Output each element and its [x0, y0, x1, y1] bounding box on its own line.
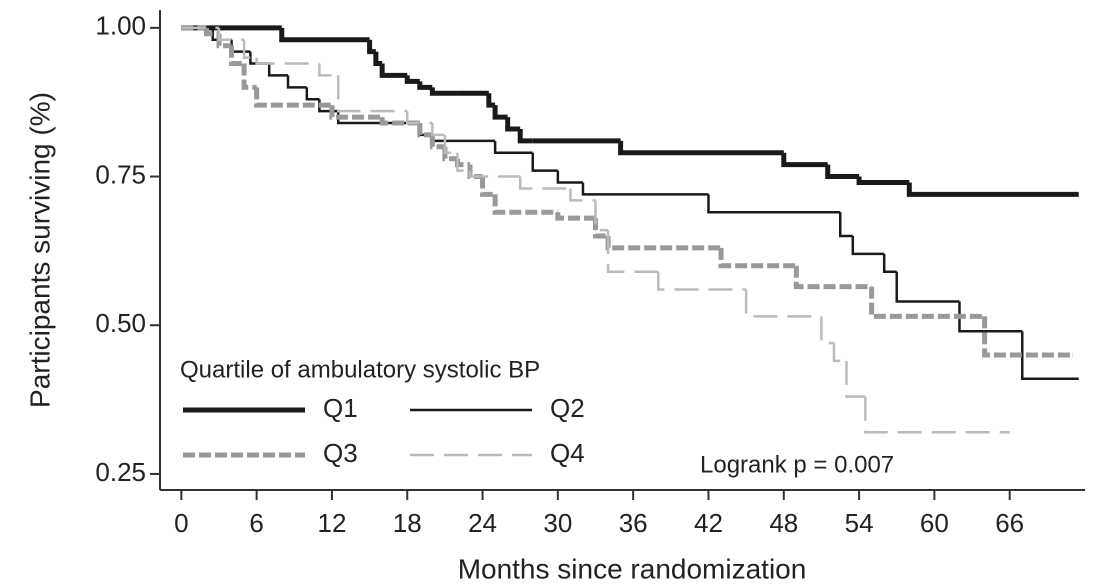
survival-step: [255, 57, 320, 65]
survival-step: [851, 236, 885, 256]
survival-step: [657, 271, 747, 291]
survival-step: [249, 51, 270, 65]
survival-step: [305, 87, 320, 101]
survival-step: [242, 39, 257, 59]
survival-step: [468, 170, 521, 178]
survival-step: [229, 45, 245, 67]
annotation: Logrank p = 0.007: [700, 451, 894, 478]
survival-step: [217, 27, 245, 41]
legend-title: Quartile of ambulatory systolic BP: [180, 356, 540, 383]
survival-step: [318, 63, 339, 77]
survival-step: [895, 271, 960, 303]
x-tick-label: 6: [249, 508, 263, 538]
survival-step: [618, 140, 784, 156]
survival-step: [707, 194, 841, 214]
survival-step: [832, 343, 847, 363]
survival-step: [492, 194, 558, 215]
survival-step: [431, 123, 445, 137]
survival-step: [241, 63, 257, 90]
legend-label: Q1: [323, 393, 358, 423]
survival-step: [429, 87, 458, 96]
survival-step: [718, 247, 797, 269]
survival-step: [329, 105, 383, 120]
survival-step: [254, 87, 332, 108]
legend-label: Q4: [550, 438, 585, 468]
x-tick-label: 24: [468, 508, 497, 538]
legend-label: Q3: [323, 438, 358, 468]
survival-step: [581, 182, 709, 196]
survival-step: [417, 123, 433, 138]
survival-step: [336, 75, 408, 113]
survival-step: [367, 39, 376, 55]
survival-step: [593, 218, 609, 239]
x-tick-label: 48: [769, 508, 798, 538]
survival-step: [569, 188, 596, 202]
survival-step: [505, 117, 521, 132]
y-tick-label: 0.25: [95, 457, 146, 487]
x-tick-label: 12: [317, 508, 346, 538]
survival-step: [820, 316, 834, 345]
survival-step: [793, 265, 872, 290]
x-tick-label: 0: [174, 508, 188, 538]
survival-step: [906, 182, 1079, 197]
survival-step: [456, 152, 471, 172]
survival-step: [1020, 331, 1079, 381]
survival-step: [517, 128, 533, 144]
survival-step: [606, 230, 659, 273]
survival-step: [492, 105, 508, 120]
survival-step: [605, 236, 722, 251]
survival-step: [379, 117, 420, 126]
x-tick-label: 18: [393, 508, 422, 538]
x-tick-label: 54: [845, 508, 874, 538]
legend-label: Q2: [550, 393, 585, 423]
x-tick-label: 30: [543, 508, 572, 538]
survival-step: [454, 158, 471, 168]
survival-step: [864, 396, 1010, 434]
survival-step: [869, 286, 985, 319]
survival-step: [555, 212, 596, 221]
survival-step: [493, 140, 533, 155]
survival-step: [531, 152, 558, 172]
survival-step: [839, 212, 853, 238]
survival-step: [744, 289, 822, 318]
survival-step: [467, 164, 483, 180]
survival-step: [958, 301, 1023, 333]
x-tick-label: 42: [694, 508, 723, 538]
survival-step: [267, 63, 289, 77]
survival-step: [406, 111, 433, 125]
survival-step: [518, 176, 571, 190]
x-tick-label: 36: [619, 508, 648, 538]
survival-step: [982, 316, 1073, 358]
x-tick-label: 66: [995, 508, 1024, 538]
y-tick-label: 1.00: [95, 11, 146, 41]
x-axis-label: Months since randomization: [458, 553, 807, 584]
x-tick-label: 60: [920, 508, 949, 538]
survival-step: [379, 63, 408, 78]
survival-step: [486, 93, 496, 108]
survival-step: [845, 360, 866, 398]
survival-step: [480, 176, 496, 197]
survival-step: [286, 75, 307, 89]
y-tick-label: 0.75: [95, 159, 146, 189]
survival-step: [203, 27, 219, 37]
survival-step: [373, 51, 383, 67]
survival-step: [404, 75, 420, 84]
survival-step: [279, 27, 370, 43]
survival-step: [429, 134, 445, 150]
survival-step: [443, 134, 458, 155]
survival-step: [594, 200, 609, 232]
y-tick-label: 0.50: [95, 308, 146, 338]
survival-step: [230, 39, 251, 53]
survival-step: [825, 164, 860, 180]
survival-step: [882, 253, 897, 273]
survival-step: [856, 176, 910, 185]
survival-step: [556, 170, 583, 184]
y-axis-label: Participants surviving (%): [24, 92, 55, 408]
survival-step: [781, 152, 828, 168]
survival-step: [417, 81, 433, 90]
